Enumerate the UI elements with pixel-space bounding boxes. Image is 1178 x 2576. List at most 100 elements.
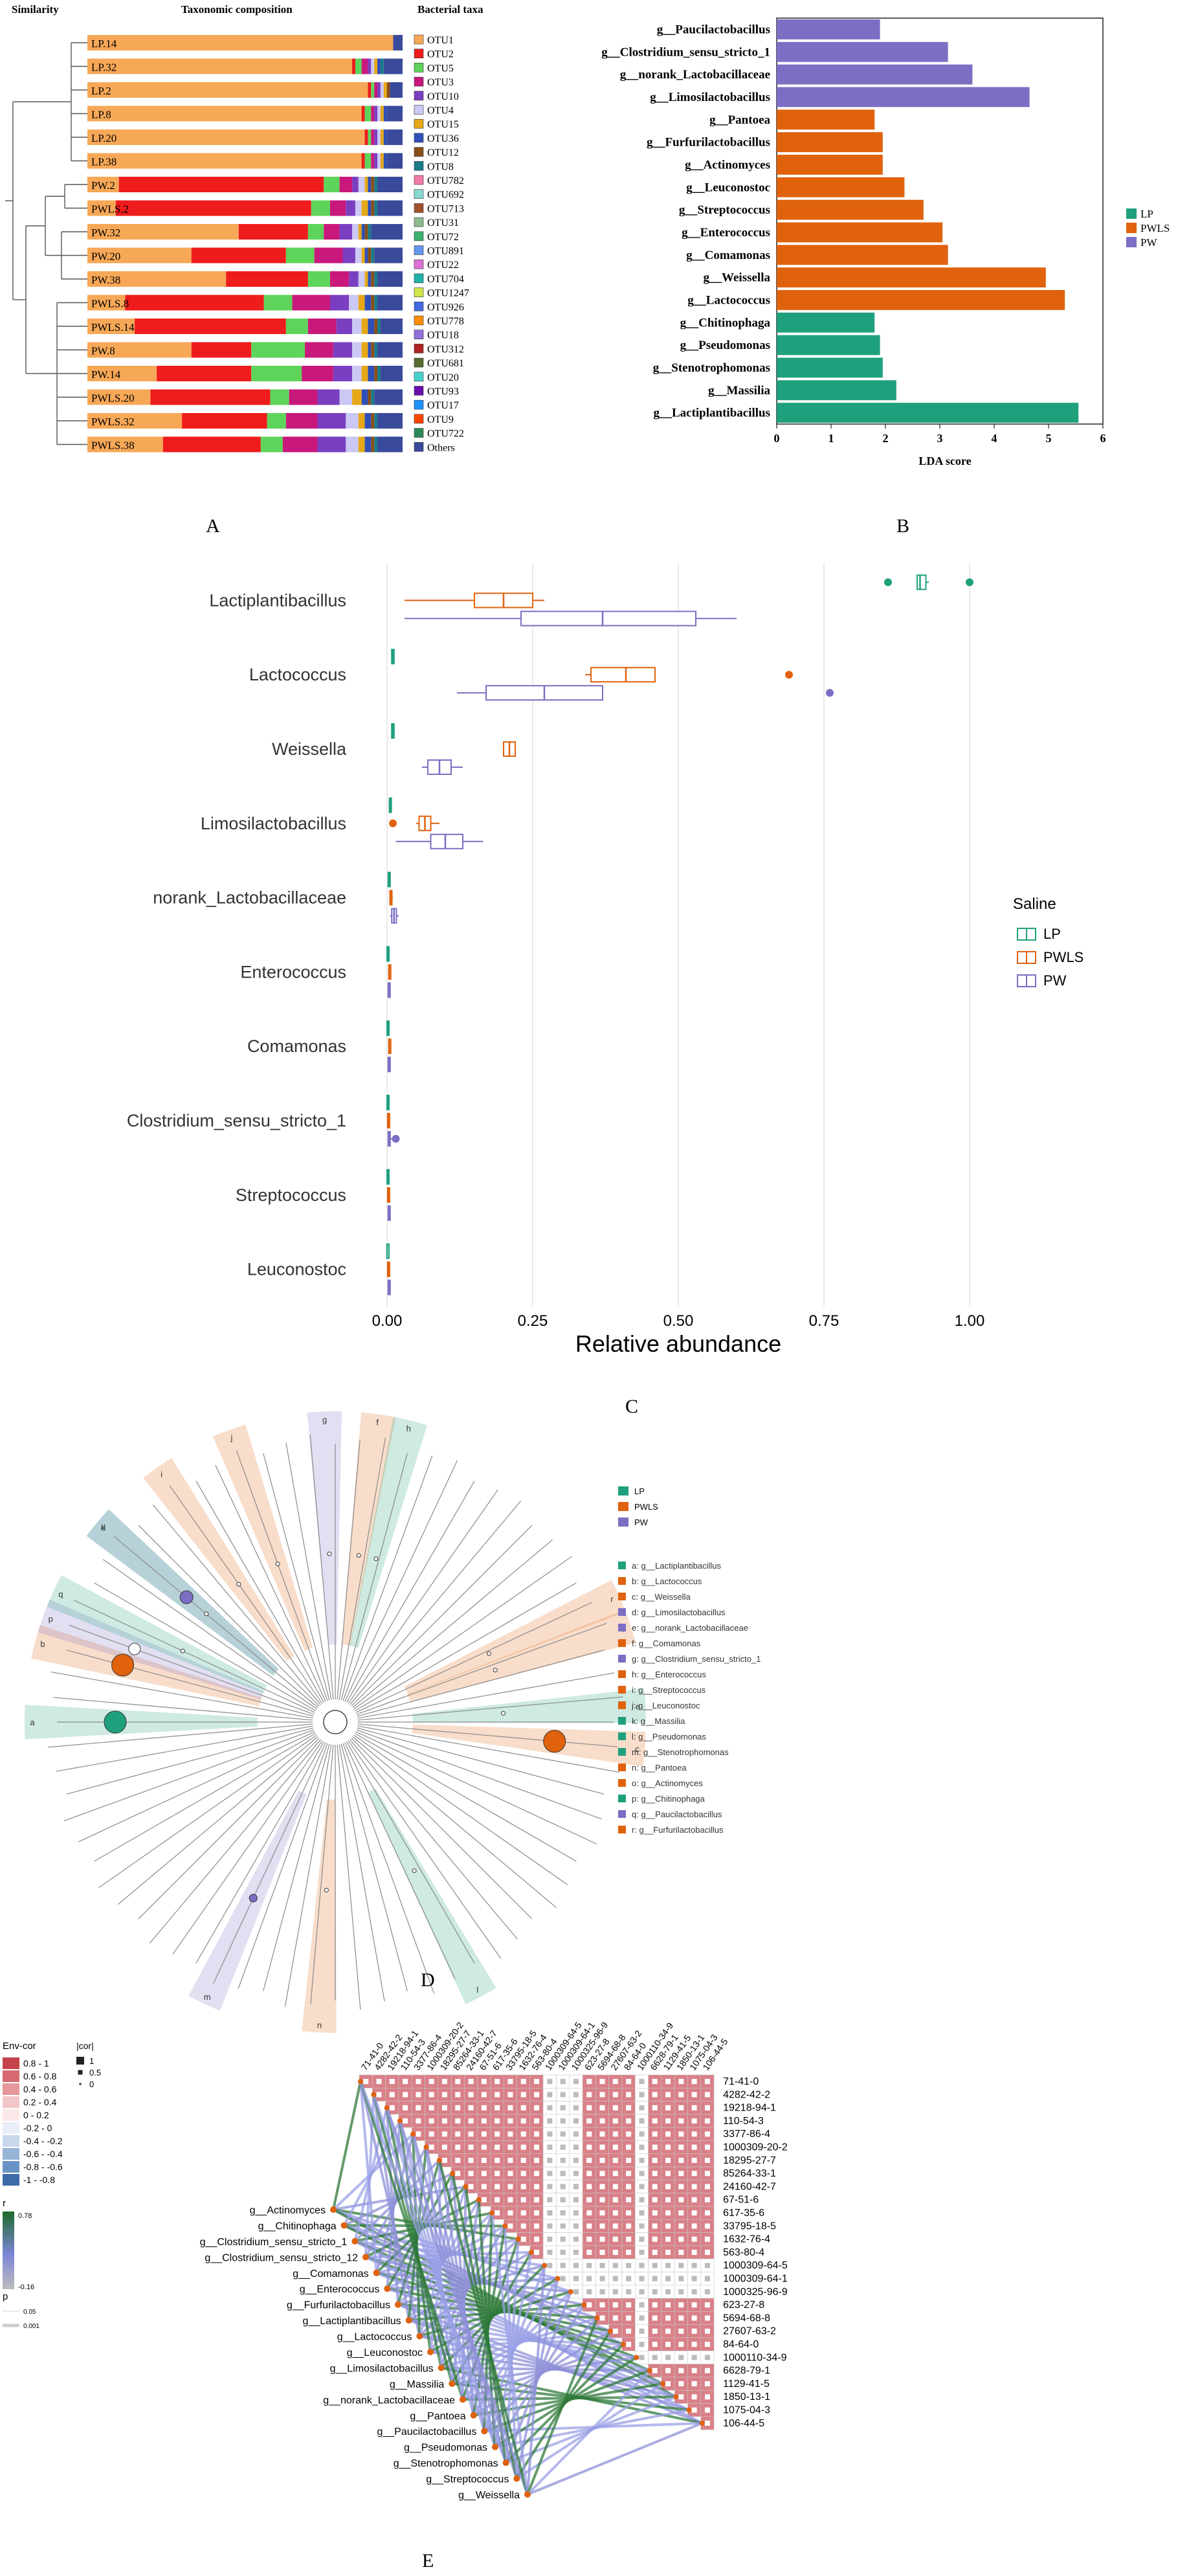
composition-segment [115,200,311,216]
heatmap-cor-square [560,2157,566,2163]
clade-highlight-code: a [30,1718,35,1727]
heatmap-cor-square [691,2223,697,2229]
box-iqr [520,610,696,627]
correlation-edge [385,2107,443,2368]
box-iqr [430,833,463,849]
cladogram-spoke [195,1742,325,1964]
compound-node [476,2197,482,2202]
clade-highlight-wedge [412,1688,647,1723]
sample-label: LP.14 [91,38,117,50]
heatmap-cor-square [560,2105,566,2111]
boxplot-legend-label: LP [1043,926,1061,942]
heatmap-cor-square [678,2263,684,2268]
genus-node [330,2206,337,2213]
heatmap-cor-square [534,2184,540,2190]
cladogram-taxon-label: k: g__Massilia [632,1716,685,1726]
genus-node [351,2237,359,2245]
lda-legend-label: LP [1140,208,1153,220]
r-legend-tick: 0.78 [18,2212,32,2220]
heatmap-cor-square [403,2118,408,2124]
compound-row-label: 1129-41-5 [723,2379,770,2390]
cladogram-taxon-swatch [618,1748,626,1756]
heatmap-cor-square [586,2210,592,2216]
heatmap-cor-square [599,2315,605,2321]
composition-segment [358,295,365,311]
heatmap-cor-square [665,2171,671,2177]
heatmap-cor-square [704,2381,710,2387]
cladogram-taxon-swatch [618,1639,626,1647]
composition-segment [377,106,381,122]
cladogram-node-marker [412,1868,417,1874]
heatmap-cor-square [481,2131,487,2137]
lda-category-label: g__Paucilactobacillus [657,23,770,36]
taxa-label: OTU8 [427,161,454,172]
compound-row-label: 1000309-64-5 [723,2260,788,2271]
composition-segment [162,436,261,453]
taxa-label: OTU2 [427,49,454,60]
clade-highlight-wedge [404,1580,626,1695]
lda-bar [777,222,943,243]
boxplot-category-label: Lactococcus [249,665,346,684]
taxa-label: Others [427,442,455,453]
cladogram-taxon-swatch [618,1562,626,1569]
heatmap-cor-square [428,2144,434,2150]
heatmap-cor-square [612,2157,618,2163]
composition-segment [336,319,353,334]
abscor-legend-square [76,2057,84,2065]
heatmap-cor-square [652,2144,658,2150]
lda-category-label: g__Chitinophaga [680,316,771,330]
composition-segment [355,58,362,74]
taxa-label: OTU704 [427,274,464,285]
clade-highlight-code: k [101,1523,106,1532]
cladogram-node-marker [179,1590,194,1604]
heatmap-cor-square [691,2092,697,2098]
genus-node [384,2285,391,2292]
heatmap-cor-square [626,2250,632,2256]
heatmap-cor-square [573,2079,579,2085]
heatmap-cor-square [704,2263,710,2268]
heatmap-cor-square [547,2250,553,2256]
heatmap-cor-square [560,2184,566,2190]
taxa-swatch [414,34,424,45]
composition-segment [368,177,372,192]
compound-node [581,2302,587,2308]
composition-segment [324,224,340,240]
composition-segment [314,247,343,263]
heatmap-cor-square [639,2079,645,2085]
heatmap-cor-square [691,2315,697,2321]
heatmap-cor-square [481,2079,487,2085]
cladogram-taxon-label: g: g__Clostridium_sensu_stricto_1 [632,1654,761,1664]
heatmap-cor-square [639,2171,645,2177]
correlation-edge [438,2160,529,2495]
heatmap-cor-square [639,2184,645,2190]
heatmap-cor-square [678,2184,684,2190]
heatmap-cor-square [678,2236,684,2242]
composition-segment [374,271,378,287]
taxa-label: OTU782 [427,175,464,186]
heatmap-cor-square [612,2289,618,2294]
heatmap-cor-square [586,2302,592,2308]
heatmap-cor-square [560,2250,566,2256]
heatmap-cor-square [691,2355,697,2360]
composition-segment [374,342,378,358]
composition-segment [355,200,362,216]
heatmap-cor-square [626,2342,632,2347]
heatmap-cor-square [652,2184,658,2190]
composition-segment [361,153,365,169]
heatmap-cor-square [495,2118,500,2124]
genus-label: g__Chitinophaga [258,2221,337,2232]
box-outlier [826,689,834,697]
heatmap-cor-square [547,2118,553,2124]
heatmap-cor-square [481,2157,487,2163]
taxa-swatch [414,147,424,157]
sample-label: PWLS.38 [91,440,135,452]
composition-segment [270,389,289,405]
taxa-label: OTU681 [427,358,464,369]
composition-segment [374,82,378,98]
heatmap-cor-square [639,2315,645,2321]
composition-segment [380,319,403,334]
genus-node [405,2317,412,2324]
composition-segment [333,342,353,358]
composition-segment [349,295,359,311]
